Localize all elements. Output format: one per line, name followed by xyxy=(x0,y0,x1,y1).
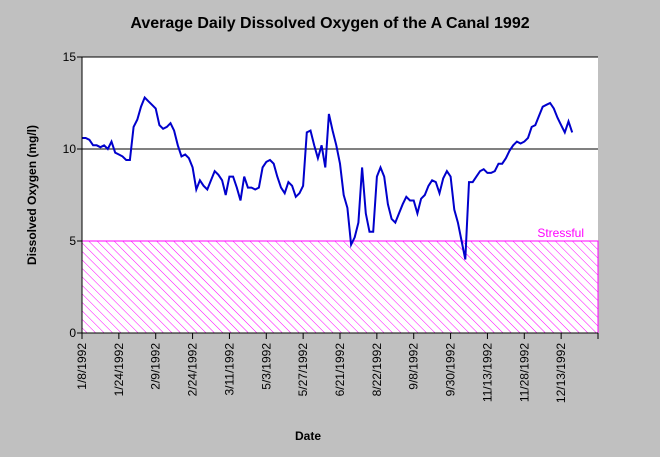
y-axis-title: Dissolved Oxygen (mg/l) xyxy=(25,125,39,265)
x-tick-label: 8/22/1992 xyxy=(370,343,384,397)
x-tick-label: 5/27/1992 xyxy=(296,343,310,397)
x-axis-title: Date xyxy=(295,429,321,443)
x-tick-label: 3/11/1992 xyxy=(222,343,236,396)
x-tick-label: 1/8/1992 xyxy=(75,343,89,390)
x-tick-label: 2/24/1992 xyxy=(186,343,200,397)
x-tick-label: 9/30/1992 xyxy=(444,343,458,397)
x-tick-label: 11/13/1992 xyxy=(480,343,494,402)
y-tick-label: 5 xyxy=(69,234,76,248)
x-tick-label: 11/28/1992 xyxy=(517,343,531,402)
x-tick-label: 12/13/1992 xyxy=(554,343,568,403)
threshold-label: Stressful xyxy=(537,226,584,240)
series-line xyxy=(82,95,574,260)
x-tick-label: 5/3/1992 xyxy=(259,343,273,390)
x-tick-label: 1/24/1992 xyxy=(112,343,126,397)
y-tick-label: 0 xyxy=(69,326,76,340)
x-tick-label: 2/9/1992 xyxy=(149,343,163,390)
y-tick-label: 10 xyxy=(63,142,77,156)
x-tick-label: 6/21/1992 xyxy=(333,343,347,397)
x-tick-label: 9/8/1992 xyxy=(407,343,421,390)
stress-zone xyxy=(81,240,599,334)
chart-title: Average Daily Dissolved Oxygen of the A … xyxy=(130,15,529,32)
y-tick-label: 15 xyxy=(63,50,77,64)
